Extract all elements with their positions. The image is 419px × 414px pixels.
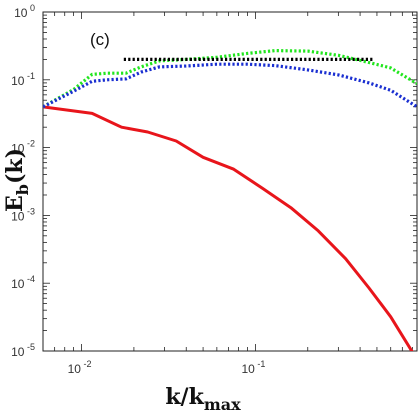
y-tick-label: 10 -4 bbox=[11, 274, 35, 291]
y-axis-label-base: E bbox=[2, 195, 28, 212]
y-tick-label: 10 -3 bbox=[11, 206, 35, 223]
axes bbox=[42, 11, 418, 352]
y-tick-label: 10 0 bbox=[14, 3, 35, 20]
x-tick-label: 10 -2 bbox=[68, 359, 92, 376]
x-tick-label: 10 -1 bbox=[241, 359, 265, 376]
y-tick-label: 10 -1 bbox=[11, 71, 35, 88]
x-axis-label-base: k/k bbox=[165, 384, 204, 410]
panel-label: (c) bbox=[90, 30, 110, 49]
series-line-1 bbox=[43, 105, 414, 351]
series-line-3 bbox=[43, 62, 417, 109]
y-axis-label: Eb(k) bbox=[2, 148, 32, 212]
series-line-2 bbox=[43, 48, 417, 109]
x-axis-label-subscript: max bbox=[204, 395, 241, 414]
y-axis-label-subscript: b bbox=[13, 184, 32, 195]
y-tick-label: 10 -5 bbox=[11, 342, 35, 359]
plot-frame bbox=[42, 11, 418, 352]
tick-labels: 10 -2 10 -1 10 0 10 -1 10 -2 10 -3 10 -4 10 -5 bbox=[11, 3, 265, 376]
series-layer bbox=[43, 48, 417, 351]
y-tick-label: 10 -2 bbox=[11, 139, 35, 156]
y-axis-label-tail: (k) bbox=[2, 148, 28, 184]
x-axis-label: k/kmax bbox=[165, 384, 241, 414]
